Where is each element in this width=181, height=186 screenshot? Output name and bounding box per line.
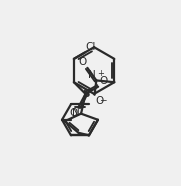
Text: N: N (88, 70, 95, 80)
Text: S: S (82, 89, 89, 99)
Text: Cl: Cl (86, 42, 96, 52)
Text: O: O (95, 96, 103, 106)
Text: O: O (99, 76, 107, 86)
Text: +: + (97, 69, 104, 78)
Text: O: O (78, 57, 87, 67)
Text: N: N (71, 108, 79, 118)
Text: −: − (99, 95, 107, 104)
Text: O: O (70, 108, 78, 118)
